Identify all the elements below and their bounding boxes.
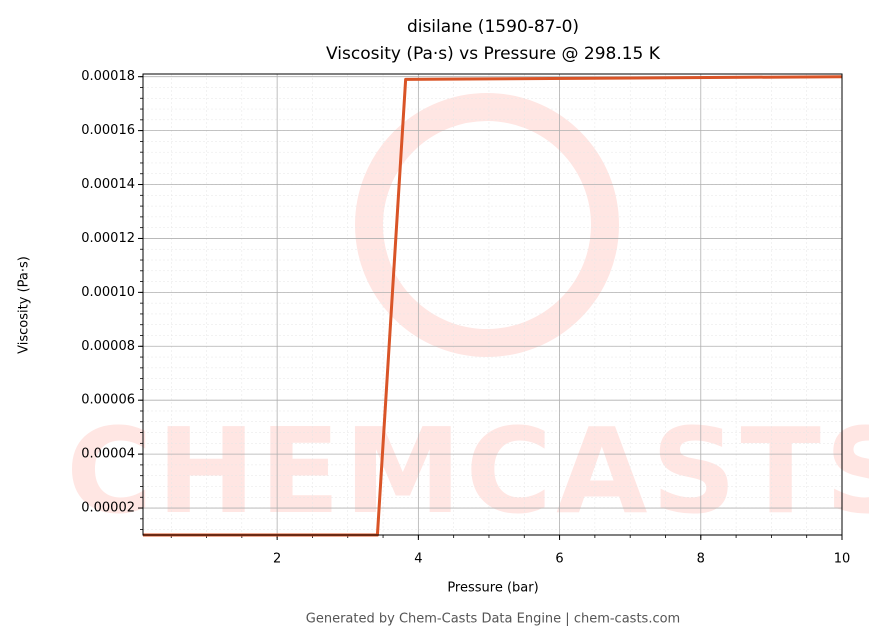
y-tick-label: 0.00010 [81, 285, 135, 300]
x-tick-label: 4 [414, 552, 422, 567]
x-axis-label: Pressure (bar) [447, 581, 538, 596]
x-tick-label: 2 [273, 552, 281, 567]
chart-title: disilane (1590-87-0) [407, 17, 579, 37]
x-tick-label: 6 [555, 552, 563, 567]
y-tick-label: 0.00004 [81, 447, 135, 462]
watermark: CHEMCASTS [66, 402, 869, 540]
y-tick-label: 0.00002 [81, 501, 135, 516]
y-tick-label: 0.00014 [81, 177, 135, 192]
y-tick-label: 0.00006 [81, 393, 135, 408]
footer: Generated by Chem-Casts Data Engine | ch… [306, 612, 680, 627]
watermark-group: CHEMCASTS [66, 93, 869, 540]
chart-subtitle: Viscosity (Pa·s) vs Pressure @ 298.15 K [326, 44, 661, 64]
y-axis-label: Viscosity (Pa·s) [17, 256, 32, 354]
y-tick-label: 0.00008 [81, 339, 135, 354]
y-tick-label: 0.00016 [81, 123, 135, 138]
y-tick-label: 0.00012 [81, 231, 135, 246]
y-tick-label: 0.00018 [81, 69, 135, 84]
x-tick-label: 10 [834, 552, 851, 567]
plot-frame [142, 73, 843, 536]
x-tick-label: 8 [697, 552, 705, 567]
watermark-logo [355, 93, 619, 357]
